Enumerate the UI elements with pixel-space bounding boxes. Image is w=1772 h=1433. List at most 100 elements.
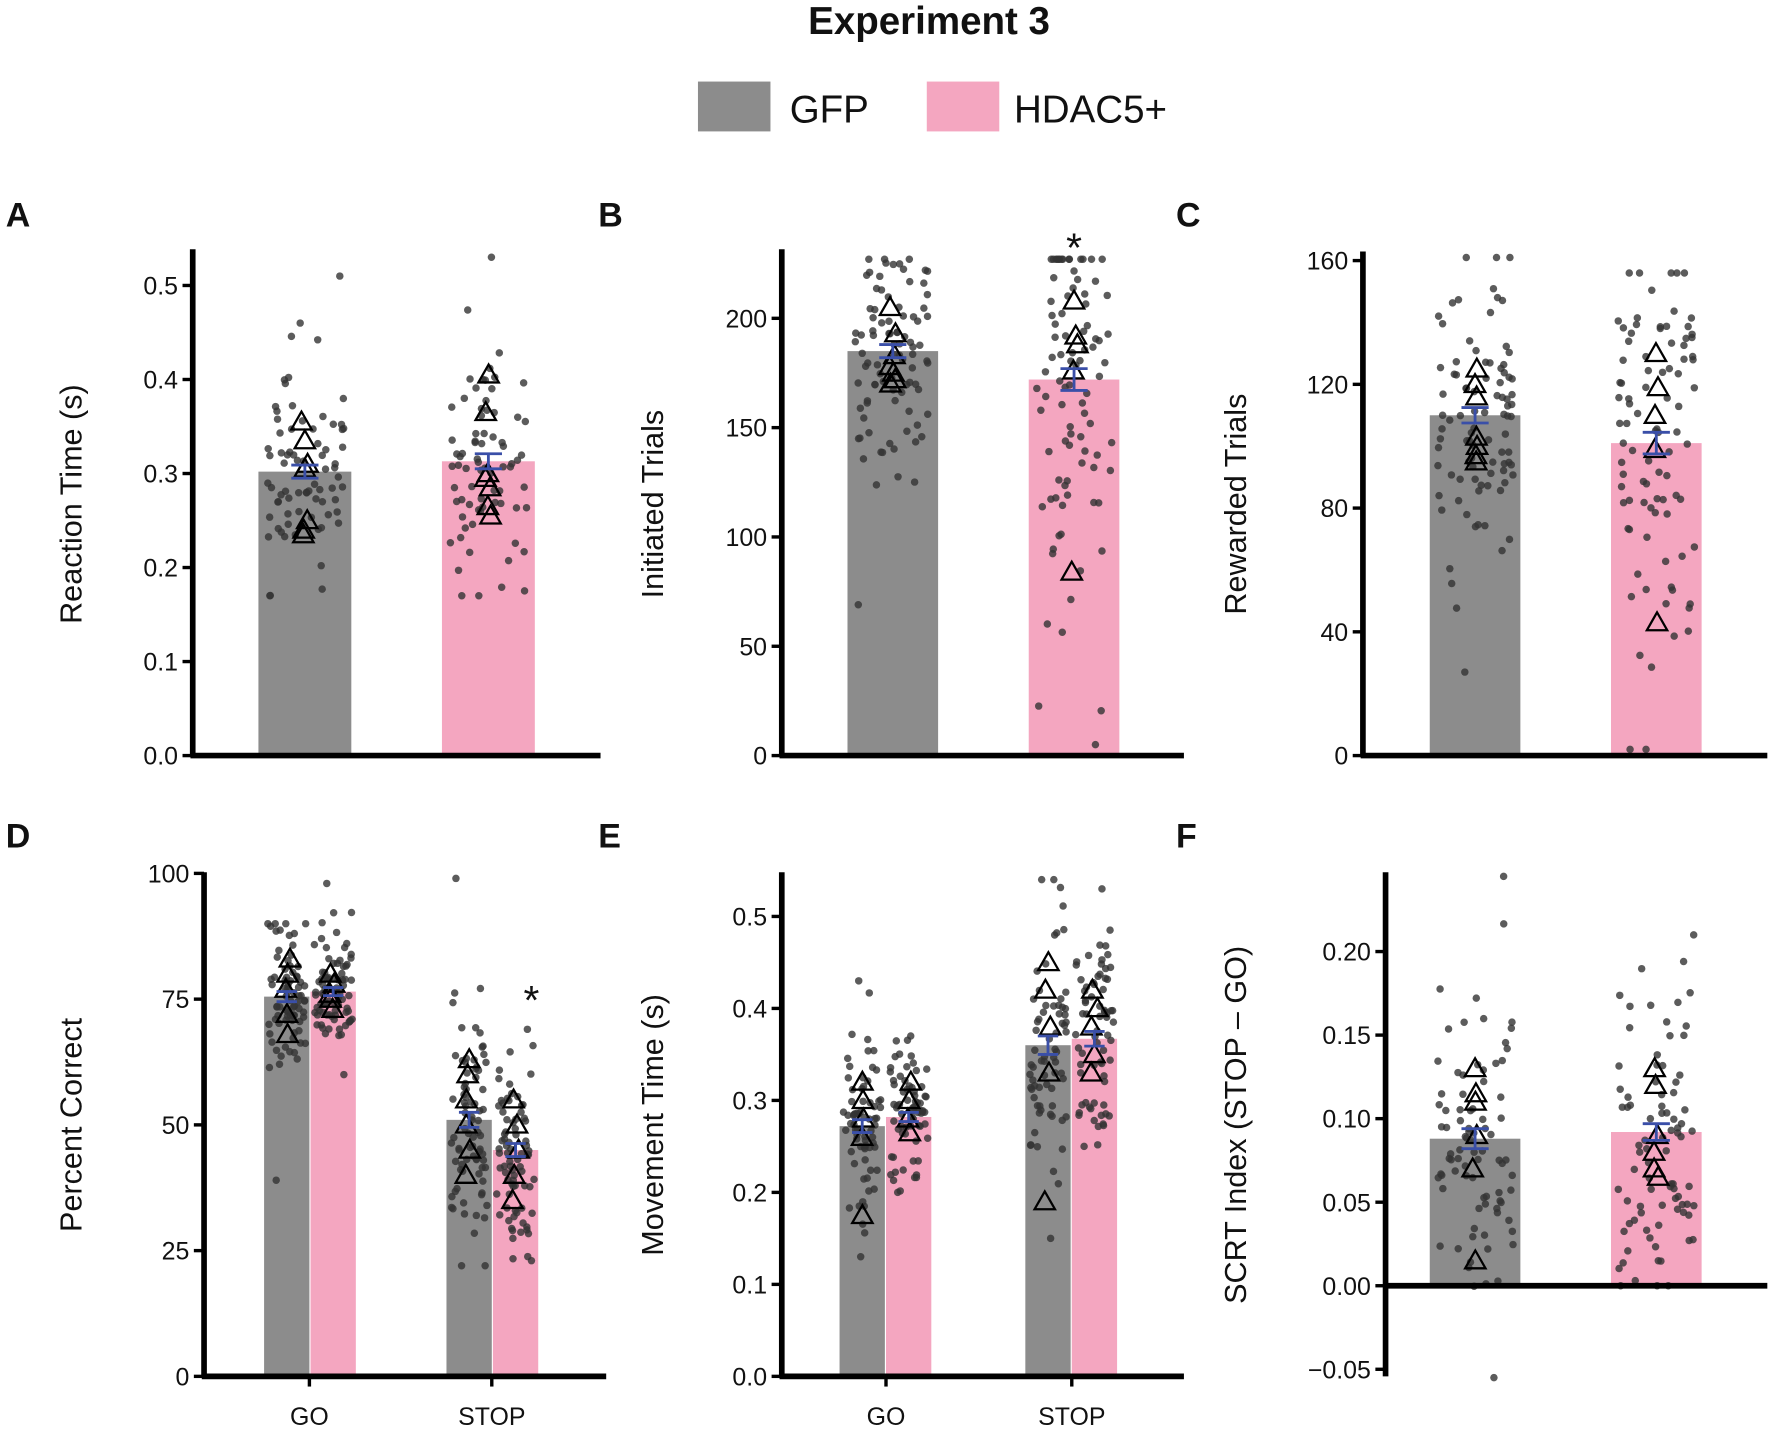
data-point [1061, 481, 1069, 490]
subject-mean-triangle [1065, 332, 1090, 354]
data-point [1663, 471, 1671, 480]
subject-mean-triangle [455, 1062, 480, 1084]
data-point [1100, 1072, 1108, 1080]
data-point [271, 919, 279, 928]
data-point [912, 1066, 921, 1075]
data-point [343, 1004, 351, 1013]
data-point [1047, 297, 1055, 306]
data-point [273, 953, 282, 961]
data-point [294, 488, 303, 497]
y-tick-label: 0.4 [732, 995, 767, 1023]
subject-mean-triangle [1085, 995, 1110, 1018]
data-point [298, 417, 307, 425]
panel-letter: C [1176, 197, 1201, 235]
data-point [1057, 350, 1065, 359]
subject-mean-triangle [289, 409, 314, 431]
data-point [500, 1135, 509, 1143]
data-point [293, 1055, 301, 1063]
y-tick-label: 0.15 [1322, 1022, 1370, 1050]
data-point [513, 456, 522, 464]
data-point [1686, 989, 1694, 997]
data-point [1041, 392, 1050, 401]
data-point [1616, 991, 1624, 1000]
data-point [468, 520, 477, 529]
data-point [310, 480, 319, 488]
data-point [508, 1226, 517, 1235]
data-point [1078, 399, 1087, 407]
data-point [1503, 1044, 1511, 1053]
data-point [839, 1108, 848, 1116]
data-point [1058, 1116, 1066, 1125]
y-tick-label: 0.05 [1322, 1189, 1370, 1217]
data-point [1100, 1077, 1109, 1086]
data-point [864, 1035, 872, 1044]
data-point [480, 429, 488, 438]
data-point [1030, 1093, 1038, 1102]
data-point [471, 1024, 480, 1032]
data-point [1067, 430, 1075, 438]
data-point [1435, 491, 1443, 500]
data-point [1620, 1227, 1628, 1236]
subject-mean-triangle [1462, 371, 1488, 394]
data-point [288, 402, 297, 410]
data-point [513, 413, 522, 421]
data-point [1680, 269, 1689, 277]
data-point [524, 1252, 532, 1261]
data-point [476, 984, 485, 993]
data-point [496, 1211, 504, 1219]
subject-mean-triangle [1645, 374, 1671, 397]
legend: GFP HDAC5+ [697, 81, 1167, 132]
data-point [1627, 329, 1636, 337]
data-point [517, 451, 526, 459]
data-point [1682, 1022, 1690, 1030]
y-tick-label: 0.0 [732, 1363, 767, 1391]
data-point [868, 1063, 877, 1072]
data-point [1666, 1032, 1674, 1040]
data-point [1490, 1373, 1498, 1382]
data-point [1643, 533, 1651, 541]
y-tick-label: 50 [162, 1112, 190, 1140]
data-point [1106, 926, 1114, 934]
data-point [1690, 384, 1699, 392]
data-point [1619, 324, 1628, 332]
data-point [266, 1030, 274, 1038]
data-point [319, 412, 327, 421]
data-point [1498, 393, 1507, 402]
subject-mean-triangle [275, 1021, 300, 1044]
data-point [1435, 1100, 1443, 1109]
data-point [340, 1070, 348, 1079]
data-point [1073, 275, 1082, 284]
data-point [479, 1177, 487, 1185]
data-point [1615, 1062, 1623, 1070]
data-point [1685, 1182, 1693, 1191]
data-point [337, 420, 346, 429]
data-point [1669, 1088, 1678, 1097]
data-point [1051, 320, 1059, 328]
data-point [335, 1025, 344, 1033]
data-point [1472, 346, 1480, 355]
data-point [454, 461, 463, 470]
data-point [338, 483, 347, 491]
bar-gfp-go [839, 1126, 885, 1377]
data-point [448, 403, 456, 411]
data-point [265, 1020, 273, 1029]
data-point [1094, 499, 1103, 507]
subject-mean-triangle [475, 493, 500, 516]
data-point [1679, 957, 1688, 966]
data-point [1636, 651, 1644, 660]
y-tick-label: 50 [739, 633, 767, 661]
data-point [892, 1037, 901, 1045]
data-point [1497, 1114, 1505, 1122]
data-point [1454, 1154, 1462, 1163]
data-point [1103, 291, 1111, 300]
data-point [458, 449, 467, 458]
data-point [1678, 1200, 1687, 1209]
data-point [1434, 312, 1443, 320]
data-point [1685, 604, 1693, 612]
data-point [1680, 355, 1688, 363]
data-point [1680, 1031, 1688, 1040]
data-point [908, 364, 917, 372]
data-point [1680, 341, 1688, 350]
data-point [451, 1051, 460, 1060]
data-point [843, 1054, 852, 1063]
